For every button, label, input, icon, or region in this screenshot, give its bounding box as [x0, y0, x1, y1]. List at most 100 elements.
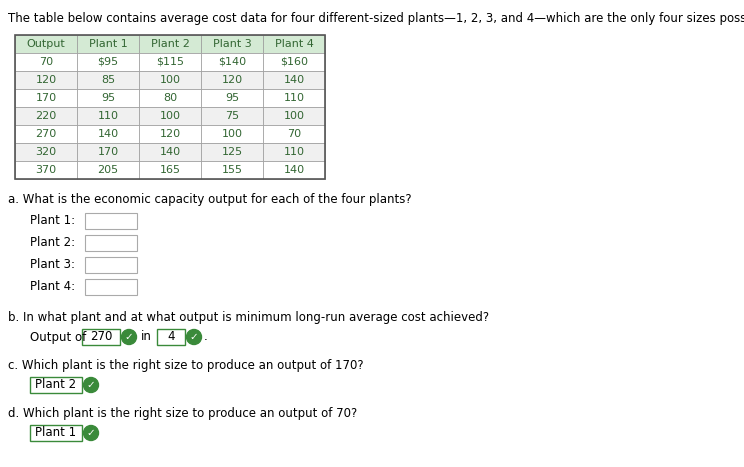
Text: The table below contains average cost data for four different-sized plants—1, 2,: The table below contains average cost da… [8, 12, 744, 25]
Text: 140: 140 [283, 165, 304, 175]
Bar [263, 125, 325, 143]
Bar [15, 143, 77, 161]
Text: ✓: ✓ [125, 332, 133, 342]
Bar [139, 125, 201, 143]
Text: 170: 170 [97, 147, 118, 157]
Text: 110: 110 [283, 147, 304, 157]
Text: 120: 120 [222, 75, 243, 85]
Bar [77, 35, 139, 53]
Circle shape [83, 425, 98, 440]
Circle shape [83, 377, 98, 392]
Bar [263, 89, 325, 107]
Text: a. What is the economic capacity output for each of the four plants?: a. What is the economic capacity output … [8, 193, 411, 206]
Bar [139, 53, 201, 71]
Text: 220: 220 [36, 111, 57, 121]
Text: Plant 1: Plant 1 [89, 39, 127, 49]
Text: 95: 95 [101, 93, 115, 103]
Bar [15, 89, 77, 107]
Text: 320: 320 [36, 147, 57, 157]
Bar [85, 213, 137, 229]
Text: 270: 270 [36, 129, 57, 139]
Bar [139, 89, 201, 107]
Text: .: . [204, 331, 208, 344]
Bar [15, 53, 77, 71]
Text: Plant 1: Plant 1 [36, 426, 77, 439]
Bar [77, 89, 139, 107]
Bar [77, 107, 139, 125]
Bar [201, 53, 263, 71]
Bar [263, 107, 325, 125]
Text: Output: Output [27, 39, 65, 49]
Bar [77, 71, 139, 89]
Text: in: in [141, 331, 152, 344]
Bar [263, 143, 325, 161]
Bar [139, 107, 201, 125]
Text: 205: 205 [97, 165, 118, 175]
Circle shape [187, 330, 202, 345]
Text: Plant 3: Plant 3 [213, 39, 251, 49]
Bar [77, 125, 139, 143]
Text: 100: 100 [159, 111, 181, 121]
Text: ✓: ✓ [86, 428, 95, 438]
Bar [263, 161, 325, 179]
Text: 110: 110 [283, 93, 304, 103]
Text: 155: 155 [222, 165, 243, 175]
Text: 140: 140 [159, 147, 181, 157]
Bar [139, 71, 201, 89]
Text: $95: $95 [97, 57, 118, 67]
Text: 100: 100 [159, 75, 181, 85]
Text: 165: 165 [159, 165, 181, 175]
Text: 110: 110 [97, 111, 118, 121]
Bar [263, 71, 325, 89]
Bar [201, 125, 263, 143]
Text: 75: 75 [225, 111, 239, 121]
Bar [15, 71, 77, 89]
Bar [85, 235, 137, 251]
Bar [263, 35, 325, 53]
Bar [77, 53, 139, 71]
Bar [15, 125, 77, 143]
Bar [201, 161, 263, 179]
Bar [201, 143, 263, 161]
Text: 95: 95 [225, 93, 239, 103]
Text: $160: $160 [280, 57, 308, 67]
Text: 100: 100 [283, 111, 304, 121]
Text: 4: 4 [167, 331, 175, 344]
Text: $140: $140 [218, 57, 246, 67]
Bar [15, 107, 77, 125]
Text: 120: 120 [36, 75, 57, 85]
Bar [30, 377, 82, 393]
Text: 80: 80 [163, 93, 177, 103]
Bar [15, 35, 77, 53]
Text: Plant 2: Plant 2 [36, 378, 77, 391]
Circle shape [121, 330, 136, 345]
Bar [85, 257, 137, 273]
Text: ✓: ✓ [86, 380, 95, 390]
Bar [139, 161, 201, 179]
Text: Output of: Output of [30, 331, 86, 344]
Bar [263, 53, 325, 71]
Text: 140: 140 [283, 75, 304, 85]
Text: 120: 120 [159, 129, 181, 139]
Text: 170: 170 [36, 93, 57, 103]
Text: d. Which plant is the right size to produce an output of 70?: d. Which plant is the right size to prod… [8, 407, 357, 420]
Text: 125: 125 [222, 147, 243, 157]
Text: 70: 70 [287, 129, 301, 139]
Bar [82, 329, 120, 345]
Bar [15, 35, 325, 179]
Text: 140: 140 [97, 129, 118, 139]
Text: 100: 100 [222, 129, 243, 139]
Bar [139, 143, 201, 161]
Text: Plant 4: Plant 4 [275, 39, 313, 49]
Bar [77, 143, 139, 161]
Bar [201, 35, 263, 53]
Bar [30, 425, 82, 441]
Bar [15, 161, 77, 179]
Text: c. Which plant is the right size to produce an output of 170?: c. Which plant is the right size to prod… [8, 359, 364, 372]
Text: 370: 370 [36, 165, 57, 175]
Bar [85, 279, 137, 295]
Text: Plant 2: Plant 2 [150, 39, 190, 49]
Text: 70: 70 [39, 57, 53, 67]
Text: Plant 4:: Plant 4: [30, 281, 75, 293]
Bar [201, 89, 263, 107]
